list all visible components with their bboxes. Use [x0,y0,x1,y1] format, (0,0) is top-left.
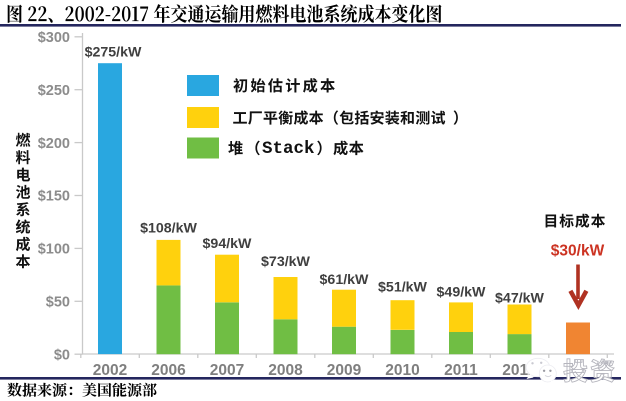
svg-text:2010: 2010 [385,362,419,379]
svg-text:2011: 2011 [444,362,478,379]
svg-text:$50: $50 [46,295,70,311]
svg-text:$100: $100 [38,242,70,258]
svg-text:2009: 2009 [327,362,362,379]
svg-text:$30/kW: $30/kW [551,243,605,260]
svg-text:$108/kW: $108/kW [140,220,197,236]
svg-text:$94/kW: $94/kW [203,236,253,252]
svg-text:$150: $150 [38,189,70,205]
svg-text:2007: 2007 [210,362,244,379]
svg-text:$51/kW: $51/kW [378,280,428,296]
svg-text:$250: $250 [38,83,70,99]
svg-text:$200: $200 [38,136,70,152]
svg-text:$0: $0 [54,347,70,363]
svg-text:$300: $300 [38,30,70,46]
svg-text:2002: 2002 [93,362,127,379]
svg-text:2008: 2008 [268,362,303,379]
svg-text:$47/kW: $47/kW [495,290,545,306]
svg-text:2006: 2006 [151,362,186,379]
svg-text:Stack: Stack [262,139,315,159]
svg-text:$73/kW: $73/kW [261,254,311,270]
svg-text:$61/kW: $61/kW [320,272,370,288]
svg-text:$49/kW: $49/kW [437,284,487,300]
svg-text:$275/kW: $275/kW [85,44,142,60]
